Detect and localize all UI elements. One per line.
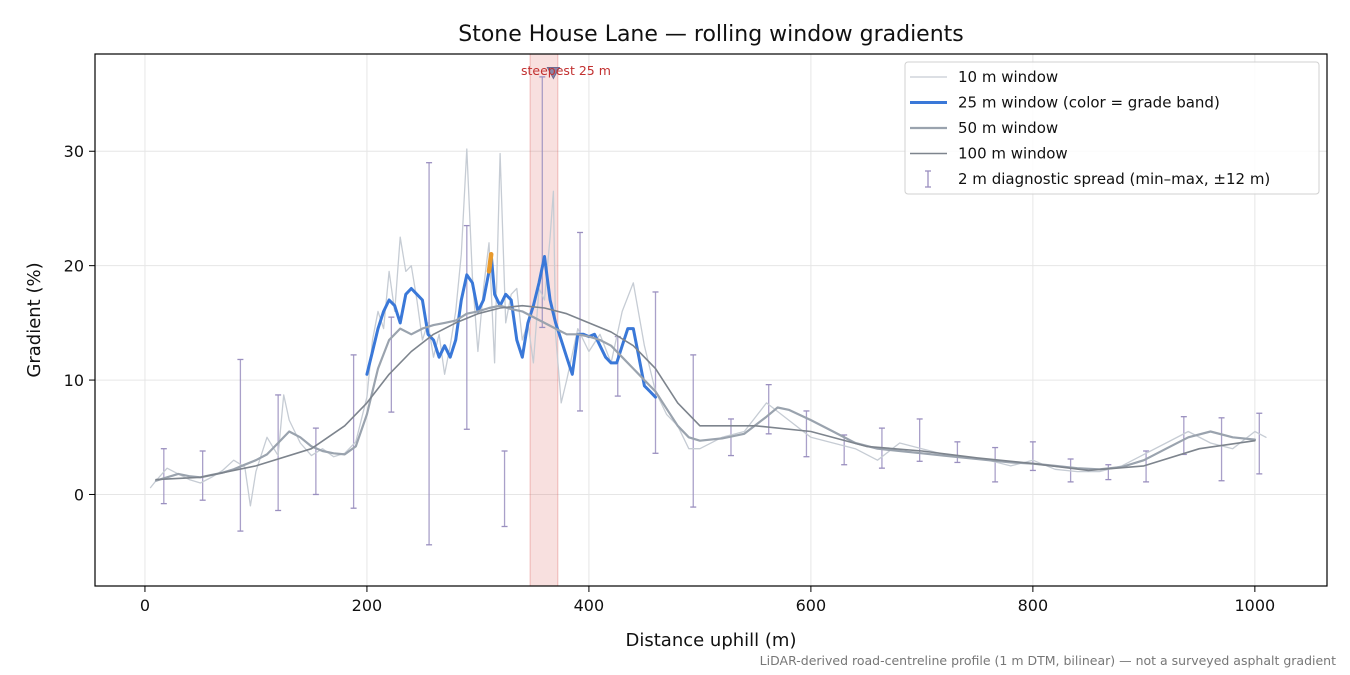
legend-box bbox=[904, 61, 1320, 195]
errorbar bbox=[237, 358, 244, 532]
errorbar bbox=[1105, 464, 1112, 481]
legend-item: 25 m window (color = grade band) bbox=[910, 94, 1220, 112]
legend-label: 10 m window bbox=[958, 68, 1058, 86]
legend-label: 50 m window bbox=[958, 119, 1058, 137]
errorbar bbox=[426, 162, 433, 546]
errorbar bbox=[1029, 441, 1036, 472]
errorbar bbox=[463, 224, 470, 430]
errorbar bbox=[1143, 450, 1150, 483]
legend-item: 100 m window bbox=[910, 145, 1068, 163]
legend: 10 m window 25 m window (color = grade ba… bbox=[904, 61, 1320, 195]
steepest-triangle-marker bbox=[546, 66, 561, 80]
y-tick-label: 10 bbox=[64, 371, 84, 390]
errorbar bbox=[312, 427, 319, 496]
series-line-3 bbox=[154, 304, 1257, 482]
errorbar bbox=[916, 418, 923, 462]
errorbar bbox=[539, 76, 546, 329]
errorbar bbox=[199, 450, 206, 501]
footnote: LiDAR-derived road-centreline profile (1… bbox=[760, 653, 1336, 668]
x-tick-label: 800 bbox=[1018, 596, 1049, 615]
x-tick-label: 0 bbox=[140, 596, 150, 615]
errorbar bbox=[690, 354, 697, 508]
plot-frame bbox=[94, 53, 1328, 587]
errorbar bbox=[1256, 412, 1263, 475]
legend-label: 25 m window (color = grade band) bbox=[958, 94, 1220, 112]
series-line-4 bbox=[155, 304, 1256, 481]
errorbar bbox=[1218, 417, 1225, 482]
errorbar bbox=[501, 450, 508, 528]
errorbar bbox=[765, 383, 772, 435]
legend-label: 100 m window bbox=[958, 145, 1068, 163]
series-line-2 bbox=[365, 252, 657, 399]
y-tick-label: 0 bbox=[74, 485, 84, 504]
errorbar bbox=[614, 335, 621, 397]
legend-item: 10 m window bbox=[910, 68, 1058, 86]
errorbar bbox=[954, 441, 961, 464]
errorbar bbox=[388, 316, 395, 413]
errorbar bbox=[992, 446, 999, 483]
errorbar bbox=[577, 231, 584, 412]
y-tick-label: 30 bbox=[64, 142, 84, 161]
grade-band-segment bbox=[486, 251, 494, 274]
axis-ticks: 0 200 400 600 800 1000 0 10 20 30 bbox=[64, 142, 1276, 615]
legend-item: 2 m diagnostic spread (min–max, ±12 m) bbox=[925, 170, 1270, 188]
y-axis-label: Gradient (%) bbox=[24, 262, 45, 377]
errorbar bbox=[652, 291, 659, 454]
x-tick-label: 1000 bbox=[1234, 596, 1275, 615]
legend-label: 2 m diagnostic spread (min–max, ±12 m) bbox=[958, 170, 1270, 188]
chart-title: Stone House Lane — rolling window gradie… bbox=[458, 22, 964, 47]
series-lines bbox=[149, 148, 1267, 507]
steepest-marker bbox=[546, 66, 561, 80]
y-tick-label: 20 bbox=[64, 257, 84, 276]
steepest-annotation: steepest 25 m bbox=[521, 63, 611, 78]
x-tick-label: 600 bbox=[796, 596, 827, 615]
legend-item: 50 m window bbox=[910, 119, 1058, 137]
x-axis-label: Distance uphill (m) bbox=[626, 630, 797, 651]
series-line-1 bbox=[149, 148, 1267, 507]
errorbar bbox=[160, 448, 167, 505]
x-tick-label: 400 bbox=[574, 596, 605, 615]
x-tick-label: 200 bbox=[352, 596, 383, 615]
errorbar bbox=[350, 354, 357, 509]
